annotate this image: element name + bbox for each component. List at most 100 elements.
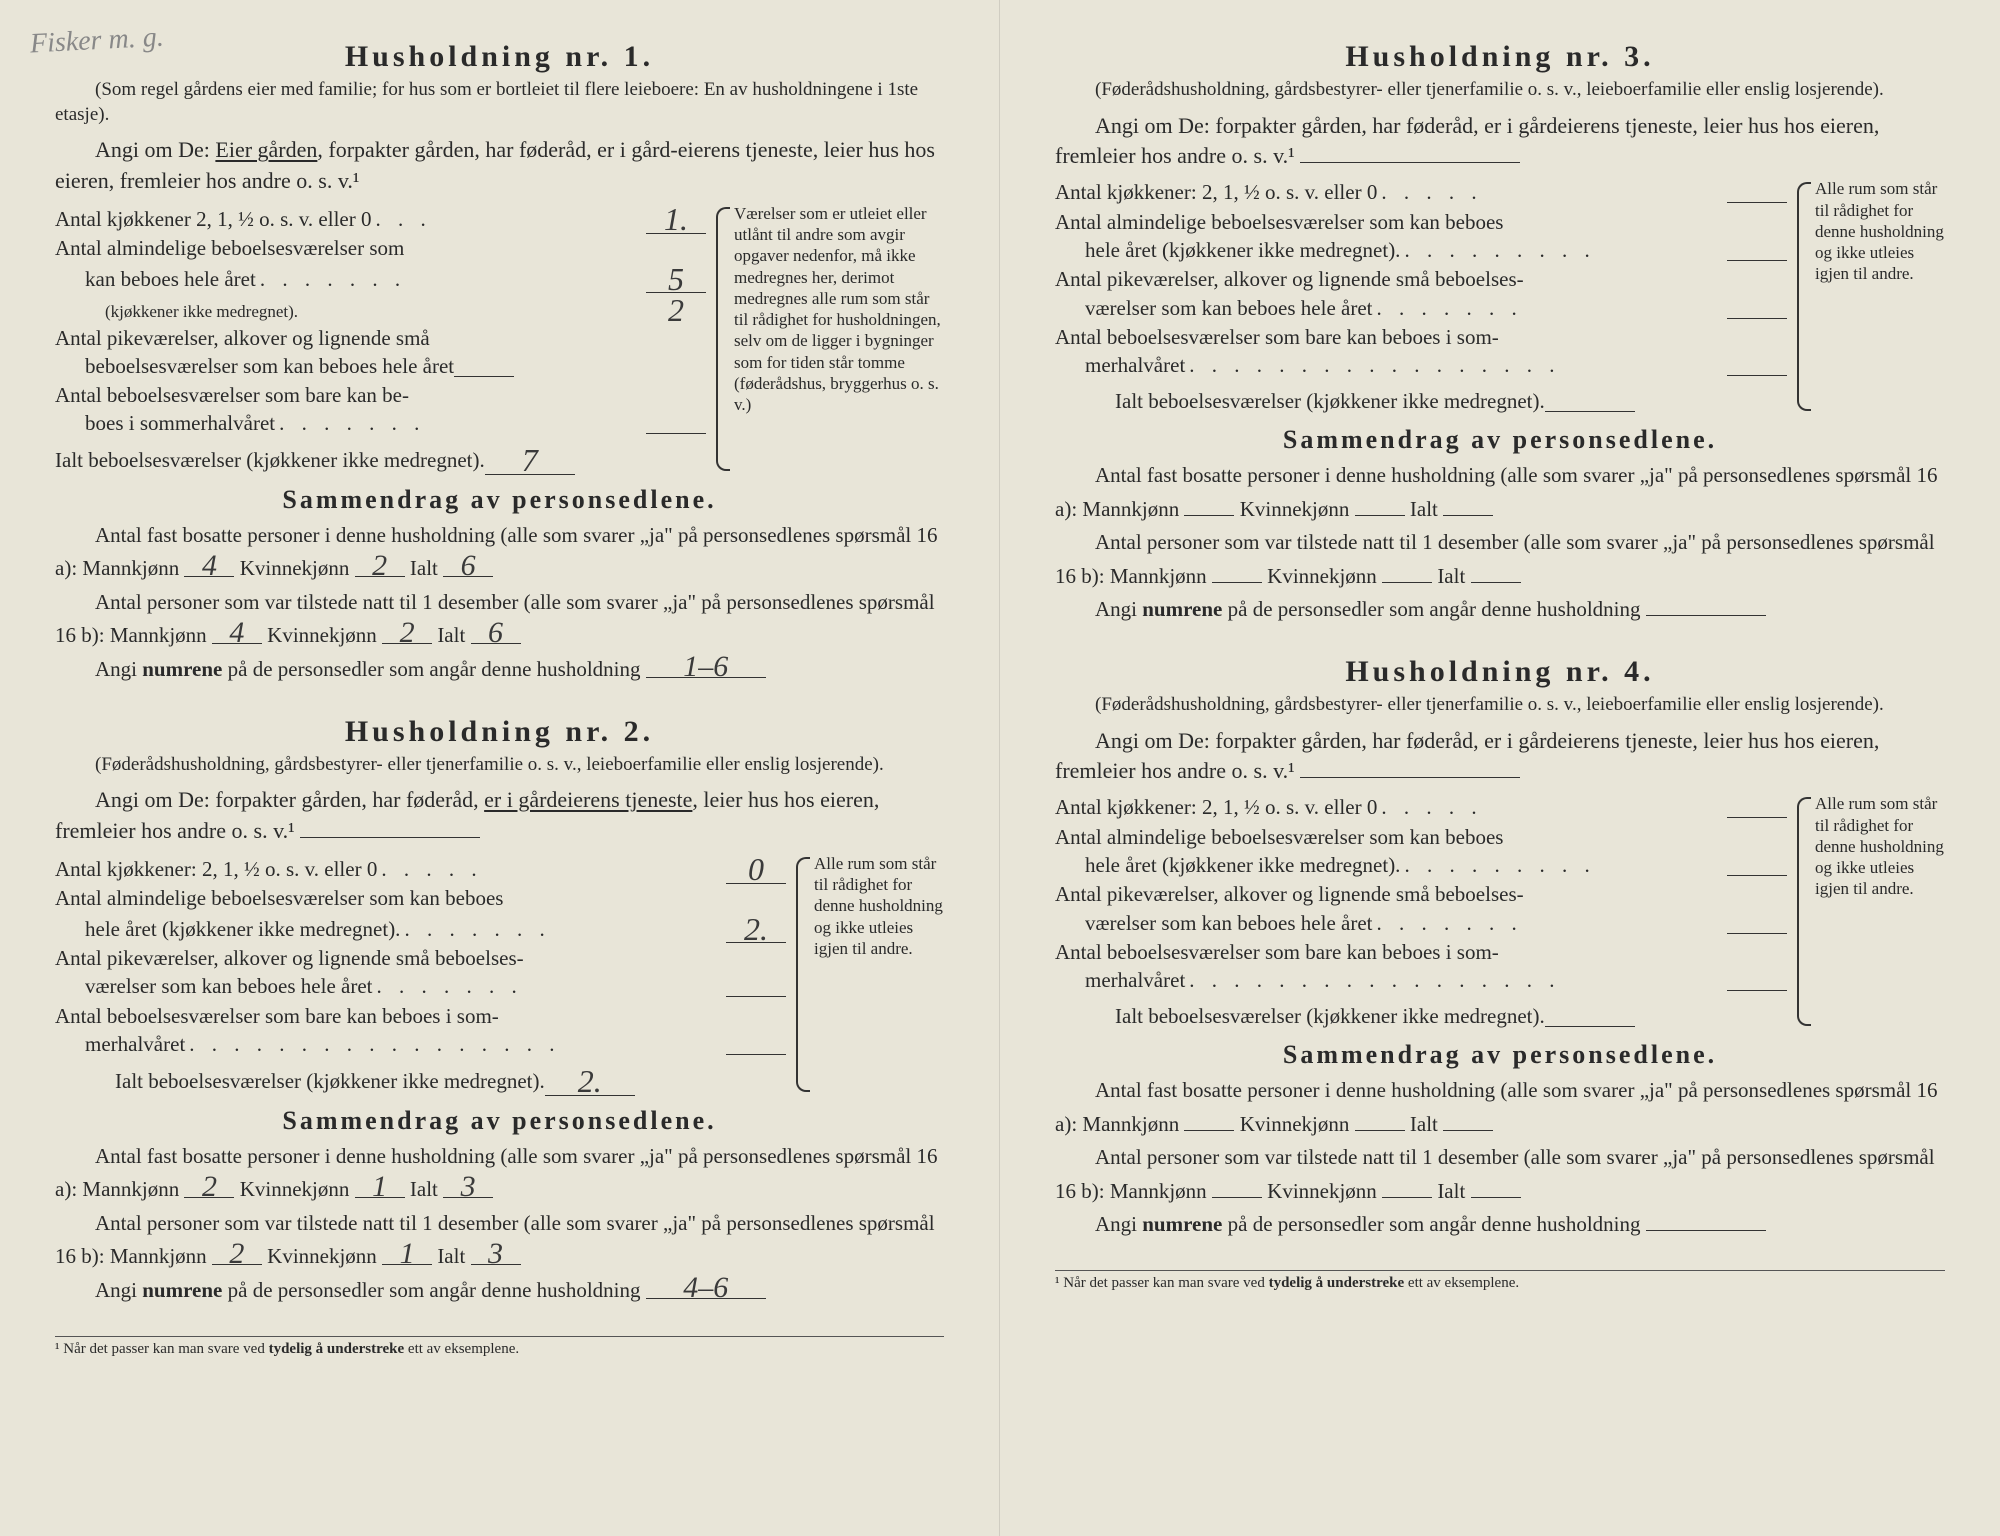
kv-label: Kvinnekjønn — [1267, 1179, 1377, 1203]
hh3-16b-text: Antal personer som var tilstede natt til… — [1055, 530, 1935, 588]
dots: . . . . . . . . . . . . . . . . . — [185, 1030, 726, 1059]
hh3-16b-kv — [1382, 582, 1432, 583]
hh1-alm-label: Antal almindelige beboelsesværelser som — [55, 234, 404, 262]
hh3-angi-prefix: Angi om De: forpakter gården, har føderå… — [1055, 113, 1879, 169]
hh3-bracket: Alle rum som står til rådighet for denne… — [1797, 178, 1945, 415]
hh1-alm-paren: (kjøkkener ikke medregnet). — [55, 301, 298, 324]
kv-label: Kvinnekjønn — [1240, 497, 1350, 521]
hh1-16b: Antal personer som var tilstede natt til… — [55, 586, 944, 653]
hh1-kjokkener-label: Antal kjøkkener 2, 1, ½ o. s. v. eller 0 — [55, 205, 372, 233]
hh4-pike-label2: værelser som kan beboes hele året — [1055, 909, 1372, 937]
hh3-subtitle: (Føderådshusholdning, gårdsbestyrer- ell… — [1055, 78, 1945, 103]
hh2-16a-kv: 1 — [355, 1176, 405, 1198]
ialt-label: Ialt — [1410, 1112, 1438, 1136]
hh1-pike-label: Antal pikeværelser, alkover og lignende … — [55, 324, 430, 352]
hh3-16a: Antal fast bosatte personer i denne hush… — [1055, 459, 1945, 526]
hh1-pike-val — [454, 376, 514, 377]
hh3-pike-label: Antal pikeværelser, alkover og lignende … — [1055, 265, 1524, 293]
dots: . . . . . — [1377, 178, 1727, 207]
hh3-16a-ialt — [1443, 515, 1493, 516]
hh1-subtitle: (Som regel gårdens eier med familie; for… — [55, 78, 944, 127]
ialt-label: Ialt — [437, 623, 465, 647]
hh2-pike-label2: værelser som kan beboes hele året — [55, 972, 372, 1000]
hh4-sommer-label: Antal beboelsesværelser som bare kan beb… — [1055, 938, 1499, 966]
hh4-16a-m — [1184, 1130, 1234, 1131]
hh3-alm-label: Antal almindelige beboelsesværelser som … — [1055, 208, 1503, 236]
ialt-label: Ialt — [410, 1177, 438, 1201]
hh1-16a-ialtl: Ialt — [410, 556, 438, 580]
dots: . . . . . . . . . . . . . . . . . — [1185, 351, 1727, 380]
hh3-16a-kv — [1355, 515, 1405, 516]
hh2-bracket: Alle rum som står til rådighet for denne… — [796, 853, 944, 1096]
hh4-16a: Antal fast bosatte personer i denne hush… — [1055, 1074, 1945, 1141]
ialt-label: Ialt — [1410, 497, 1438, 521]
hh4-16b-kv — [1382, 1197, 1432, 1198]
hh2-numrene-val: 4–6 — [646, 1277, 766, 1299]
hh2-ialt-val: 2. — [545, 1069, 635, 1096]
hh2-sommer-val — [726, 1054, 786, 1055]
hh1-alm-val: 5 — [646, 267, 706, 294]
household-3: Husholdning nr. 3. (Føderådshusholdning,… — [1055, 40, 1945, 627]
hh2-alm-label2: hele året (kjøkkener ikke medregnet). — [55, 915, 400, 943]
hh3-alm-val — [1727, 260, 1787, 261]
hh2-kjokkener-label: Antal kjøkkener: 2, 1, ½ o. s. v. eller … — [55, 855, 377, 883]
household-1: Husholdning nr. 1. (Som regel gårdens ei… — [55, 40, 944, 687]
hh1-angi-underline: Eier gården — [215, 137, 317, 162]
hh2-alm-label: Antal almindelige beboelsesværelser som … — [55, 884, 503, 912]
hh1-16a-kv: 2 — [355, 555, 405, 577]
footnote-right: ¹ Når det passer kan man svare ved tydel… — [1055, 1270, 1945, 1292]
hh1-16a-m: 4 — [184, 555, 234, 577]
hh1-sommer-val — [646, 433, 706, 434]
hh1-ialt-val: 7 — [485, 448, 575, 475]
kv-label: Kvinnekjønn — [1267, 564, 1377, 588]
dots: . . . . . . . . . — [1400, 236, 1727, 265]
hh2-16b: Antal personer som var tilstede natt til… — [55, 1207, 944, 1274]
hh2-alm-val: 2. — [726, 917, 786, 944]
hh2-summary-title: Sammendrag av personsedlene. — [55, 1106, 944, 1136]
hh3-kjokkener-val — [1727, 202, 1787, 203]
hh3-16b-ialt — [1471, 582, 1521, 583]
hh1-rooms: Antal kjøkkener 2, 1, ½ o. s. v. eller 0… — [55, 203, 944, 475]
hh2-angi: Angi om De: forpakter gården, har føderå… — [55, 785, 944, 847]
hh2-kjokkener-val: 0 — [726, 857, 786, 884]
hh4-angi: Angi om De: forpakter gården, har føderå… — [1055, 726, 1945, 788]
hh4-16b-text: Antal personer som var tilstede natt til… — [1055, 1145, 1935, 1203]
hh3-16a-text: Antal fast bosatte personer i denne hush… — [1055, 463, 1938, 521]
kv-label: Kvinnekjønn — [267, 1244, 377, 1268]
hh2-16a-ialt: 3 — [443, 1176, 493, 1198]
hh4-rooms: Antal kjøkkener: 2, 1, ½ o. s. v. eller … — [1055, 793, 1945, 1030]
hh3-ialt-label: Ialt beboelsesværelser (kjøkkener ikke m… — [1115, 387, 1545, 415]
hh2-subtitle: (Føderådshusholdning, gårdsbestyrer- ell… — [55, 753, 944, 778]
dots: . . . . . . . — [1372, 294, 1727, 323]
hh4-16a-kv — [1355, 1130, 1405, 1131]
kv-label: Kvinnekjønn — [1240, 1112, 1350, 1136]
hh1-sommer-label: Antal beboelsesværelser som bare kan be- — [55, 381, 409, 409]
hh3-16a-m — [1184, 515, 1234, 516]
hh4-bracket: Alle rum som står til rådighet for denne… — [1797, 793, 1945, 1030]
hh1-angi-prefix: Angi om De: — [95, 137, 215, 162]
hh3-sommer-label2: merhalvåret — [1055, 351, 1185, 379]
household-4: Husholdning nr. 4. (Føderådshusholdning,… — [1055, 655, 1945, 1242]
hh2-16b-m: 2 — [212, 1243, 262, 1265]
hh1-summary-title: Sammendrag av personsedlene. — [55, 485, 944, 515]
hh4-title: Husholdning nr. 4. — [1055, 655, 1945, 689]
left-page: Fisker m. g. Husholdning nr. 1. (Som reg… — [0, 0, 1000, 1536]
dots: . . . . . . . — [256, 265, 646, 294]
hh1-alm-val2: 2 — [646, 298, 706, 324]
hh3-angi: Angi om De: forpakter gården, har føderå… — [1055, 111, 1945, 173]
hh4-pike-val — [1727, 933, 1787, 934]
hh4-ialt-label: Ialt beboelsesværelser (kjøkkener ikke m… — [1115, 1002, 1545, 1030]
kv-label: Kvinnekjønn — [267, 623, 377, 647]
hh2-16a: Antal fast bosatte personer i denne hush… — [55, 1140, 944, 1207]
dots: . . . — [372, 205, 647, 234]
hh2-rooms: Antal kjøkkener: 2, 1, ½ o. s. v. eller … — [55, 853, 944, 1096]
footnote-left: ¹ Når det passer kan man svare ved tydel… — [55, 1336, 944, 1358]
kv-label: Kvinnekjønn — [240, 1177, 350, 1201]
hh3-numrene: Angi numrene på de personsedler som angå… — [1055, 593, 1945, 627]
hh1-numrene-val: 1–6 — [646, 656, 766, 678]
hh4-sommer-val — [1727, 990, 1787, 991]
hh4-kjokkener-label: Antal kjøkkener: 2, 1, ½ o. s. v. eller … — [1055, 793, 1377, 821]
dots: . . . . . . . . . — [1400, 851, 1727, 880]
hh4-16b: Antal personer som var tilstede natt til… — [1055, 1141, 1945, 1208]
hh2-angi-prefix: Angi om De: forpakter gården, har føderå… — [95, 787, 484, 812]
